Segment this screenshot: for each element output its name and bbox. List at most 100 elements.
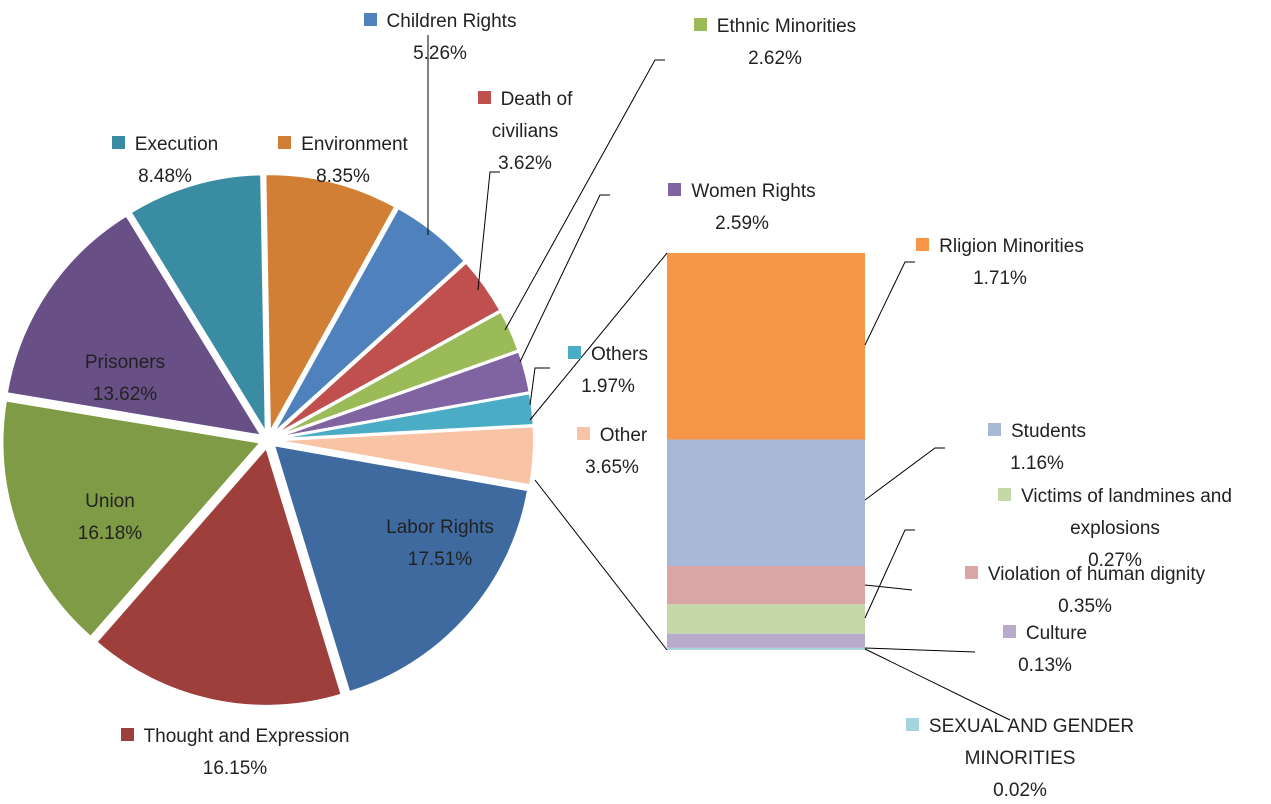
leader-line xyxy=(519,194,610,363)
data-label: Other 3.65% xyxy=(562,420,662,484)
bar-segment xyxy=(667,647,865,650)
legend-marker xyxy=(964,566,978,579)
data-label: SEXUAL AND GENDER MINORITIES 0.02% xyxy=(905,711,1135,804)
data-label: Thought and Expression 16.15% xyxy=(70,721,400,785)
label-value: 0.35% xyxy=(1058,596,1112,617)
label-value: 1.16% xyxy=(1010,453,1064,474)
data-label: Ethnic Minorities 2.62% xyxy=(655,11,895,75)
leader-line xyxy=(864,648,1011,721)
label-name: Culture xyxy=(1025,623,1088,644)
legend-marker xyxy=(576,427,590,440)
label-value: 17.51% xyxy=(407,549,473,570)
data-label: Union 16.18% xyxy=(40,486,180,550)
leader-line xyxy=(504,59,665,331)
data-label: Students 1.16% xyxy=(957,416,1117,480)
bar-segment xyxy=(667,633,865,648)
label-value: 16.18% xyxy=(77,523,143,544)
legend-marker xyxy=(905,718,919,731)
label-value: 16.15% xyxy=(202,758,268,779)
label-name: Victims of landmines and explosions xyxy=(1021,486,1232,539)
legend-marker xyxy=(567,346,581,359)
bar-segment xyxy=(667,439,865,567)
data-label: Victims of landmines and explosions 0.27% xyxy=(965,481,1265,577)
leader-line xyxy=(529,367,550,406)
legend-marker xyxy=(998,488,1012,501)
label-name: Prisoners xyxy=(84,352,166,373)
legend-marker xyxy=(693,18,707,31)
label-name: Environment xyxy=(301,134,408,155)
pie-slice xyxy=(5,214,264,437)
pie-slice xyxy=(1,399,263,639)
label-name: Rligion Minorities xyxy=(939,236,1084,257)
leader-line xyxy=(864,647,976,653)
label-name: SEXUAL AND GENDER MINORITIES xyxy=(928,716,1135,769)
pie-slice xyxy=(264,173,397,436)
legend-marker xyxy=(278,136,292,149)
pie-slice xyxy=(274,310,520,438)
leader-line xyxy=(529,252,668,421)
data-label: Death of civilians 3.62% xyxy=(465,84,585,180)
pie-slice xyxy=(275,392,535,441)
label-name: Thought and Expression xyxy=(143,726,350,747)
pie-slice xyxy=(95,445,343,707)
legend-marker xyxy=(1002,625,1016,638)
data-label: Others 1.97% xyxy=(558,339,658,403)
pie-slice xyxy=(273,261,502,437)
leader-line xyxy=(477,171,500,291)
legend-marker xyxy=(363,13,377,26)
label-name: Others xyxy=(590,344,649,365)
label-value: 3.65% xyxy=(585,457,639,478)
data-label: Violation of human dignity 0.35% xyxy=(915,559,1255,623)
bar-segment xyxy=(667,604,865,634)
data-label: Execution 8.48% xyxy=(85,129,245,193)
label-name: Labor Rights xyxy=(386,517,494,538)
data-label: Women Rights 2.59% xyxy=(642,176,842,240)
pie-slice xyxy=(275,350,531,439)
label-name: Execution xyxy=(134,134,219,155)
label-value: 1.97% xyxy=(581,376,635,397)
label-value: 0.13% xyxy=(1018,655,1072,676)
legend-marker xyxy=(477,91,491,104)
legend-marker xyxy=(111,136,125,149)
leader-line xyxy=(864,447,945,501)
pie-slice xyxy=(275,425,535,487)
label-value: 2.62% xyxy=(748,48,802,69)
label-name: Violation of human dignity xyxy=(987,564,1206,585)
label-name: Children Rights xyxy=(386,11,517,32)
label-value: 8.35% xyxy=(316,166,370,187)
legend-marker xyxy=(916,238,930,251)
legend-marker xyxy=(988,423,1001,436)
label-value: 0.27% xyxy=(1088,550,1142,571)
data-label: Children Rights 5.26% xyxy=(340,6,540,70)
leader-line xyxy=(864,529,915,619)
label-name: Women Rights xyxy=(691,181,816,202)
label-value: 2.59% xyxy=(715,213,769,234)
leader-line xyxy=(864,261,915,346)
leader-line xyxy=(534,479,668,651)
data-label: Labor Rights 17.51% xyxy=(360,512,520,576)
data-label: Rligion Minorities 1.71% xyxy=(880,231,1120,295)
pie-slice xyxy=(272,444,530,694)
label-value: 3.62% xyxy=(498,153,552,174)
data-label: Environment 8.35% xyxy=(253,129,433,193)
label-value: 0.02% xyxy=(993,780,1047,801)
pie-slice xyxy=(129,173,267,436)
label-value: 5.26% xyxy=(413,43,467,64)
bar-segment xyxy=(667,566,865,605)
label-name: Death of civilians xyxy=(491,89,573,142)
data-label: Prisoners 13.62% xyxy=(55,347,195,411)
label-name: Students xyxy=(1011,421,1086,442)
leader-line xyxy=(864,584,913,591)
label-name: Other xyxy=(599,425,648,446)
legend-marker xyxy=(120,728,134,741)
bar-segment xyxy=(667,253,865,440)
label-value: 1.71% xyxy=(973,268,1027,289)
data-label: Culture 0.13% xyxy=(975,618,1115,682)
label-value: 13.62% xyxy=(92,384,158,405)
legend-marker xyxy=(668,183,682,196)
label-name: Ethnic Minorities xyxy=(716,16,857,37)
label-value: 8.48% xyxy=(138,166,192,187)
label-name: Union xyxy=(85,491,135,512)
